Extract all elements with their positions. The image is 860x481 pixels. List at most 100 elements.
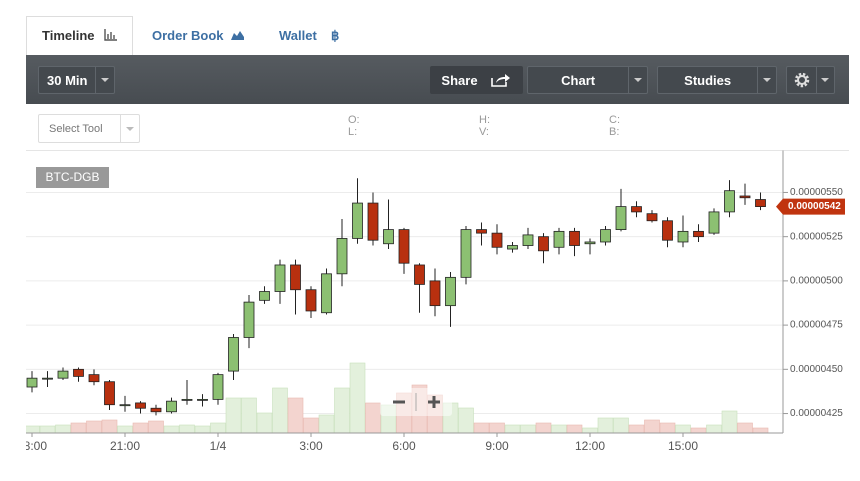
- symbol-badge: [36, 167, 109, 188]
- volume-bar: [535, 422, 552, 434]
- chart-dropdown[interactable]: Chart: [527, 66, 648, 94]
- candle-body: [166, 400, 177, 413]
- volume-bar: [349, 362, 366, 434]
- tab[interactable]: Order Book: [152, 28, 224, 43]
- volume-bar: [504, 424, 521, 434]
- candle-body: [383, 229, 394, 245]
- candle-body: [476, 229, 487, 234]
- candle-body: [73, 368, 84, 377]
- candle-body: [290, 264, 301, 291]
- volume-bar: [272, 387, 288, 434]
- volume-bar: [179, 424, 195, 434]
- tab[interactable]: Timeline: [42, 28, 95, 43]
- x-tick-label: 9:00: [485, 439, 509, 453]
- plot: 18:00 21:00 1/4 3:00 6:00 9:00 12:00 15:00: [17, 178, 783, 453]
- candle-body: [228, 337, 239, 372]
- tool-row: [26, 104, 849, 151]
- select-tool[interactable]: Select Tool: [38, 114, 140, 143]
- candle-body: [553, 230, 565, 248]
- caret: [628, 67, 647, 93]
- share-button[interactable]: Share: [430, 66, 523, 94]
- candle-body: [615, 206, 627, 230]
- candle-body: [259, 291, 270, 301]
- x-tick-label: 1/4: [210, 439, 227, 453]
- field-label: H:: [479, 114, 490, 126]
- candle-body: [429, 280, 441, 307]
- volume-bar: [39, 425, 56, 434]
- volume-bar: [117, 425, 133, 434]
- volume-bar: [163, 425, 180, 434]
- candle-body: [584, 241, 596, 245]
- field-label: O:: [348, 114, 360, 126]
- volume-bar: [628, 424, 645, 434]
- label: Share: [441, 72, 478, 88]
- bar-icon: [104, 29, 117, 41]
- volume-bar: [644, 419, 660, 434]
- symbol: BTC-DGB: [46, 170, 100, 184]
- active-tab[interactable]: [26, 16, 133, 56]
- volume-bar: [101, 419, 118, 434]
- volume-bar: [737, 422, 753, 434]
- volume-bar: [70, 422, 87, 434]
- candle-body: [522, 234, 534, 246]
- volume-bar: [55, 424, 71, 434]
- volume-bar: [489, 422, 505, 434]
- y-tick-label: 0.00000525: [790, 231, 843, 242]
- label: Studies: [684, 72, 732, 88]
- candle-body: [693, 230, 704, 238]
- volume-bar: [458, 407, 474, 434]
- volume-bar: [752, 427, 769, 434]
- candle-body: [569, 230, 580, 246]
- x-tick-label: 18:00: [17, 439, 47, 453]
- label: Select Tool: [49, 122, 103, 135]
- zoom-control[interactable]: [380, 388, 452, 416]
- bitcoin-icon: ฿: [331, 28, 340, 43]
- field-label: B:: [609, 126, 620, 138]
- volume-bar: [597, 417, 614, 434]
- volume-bar: [721, 410, 738, 434]
- field-label: L:: [348, 126, 358, 138]
- candle-body: [724, 190, 735, 213]
- y-tick-label: 0.00000500: [790, 276, 843, 287]
- candle-body: [321, 273, 332, 314]
- volume-bar: [241, 397, 257, 434]
- candle-body: [274, 264, 286, 292]
- gear-icon: [794, 72, 810, 88]
- candle-body: [243, 301, 255, 338]
- candle-body: [507, 245, 518, 250]
- candle-body: [445, 276, 456, 307]
- settings-dropdown[interactable]: [786, 66, 835, 94]
- last-price-tag: [776, 198, 845, 215]
- candle-body: [88, 374, 100, 383]
- x-tick-label: 21:00: [110, 439, 140, 453]
- volume-bar: [365, 402, 381, 434]
- field-label: V:: [479, 126, 489, 138]
- volume-bar: [318, 414, 335, 434]
- share-icon: [490, 74, 510, 87]
- volume-bar: [551, 424, 567, 434]
- candle-body: [739, 195, 751, 199]
- candle-body: [352, 202, 363, 239]
- tab[interactable]: Wallet: [279, 28, 317, 43]
- interval-dropdown[interactable]: 30 Min: [38, 66, 115, 94]
- caret: [120, 115, 139, 142]
- candle-body: [600, 229, 611, 243]
- volume-bar: [520, 424, 536, 434]
- candle-body: [677, 230, 689, 243]
- candle-body: [181, 398, 193, 401]
- area-icon: [231, 31, 244, 40]
- candle-body: [662, 220, 673, 241]
- volume-bar: [303, 417, 319, 434]
- candle-body: [538, 236, 549, 252]
- candle-body: [708, 211, 720, 234]
- y-tick-label: 0.00000475: [790, 320, 843, 331]
- candle-body: [646, 213, 658, 222]
- volume-bar: [287, 397, 304, 434]
- volume-bar: [86, 420, 102, 434]
- candle-body: [119, 404, 131, 407]
- volume-bar: [26, 425, 40, 434]
- volume-bar: [690, 427, 707, 434]
- volume-bar: [659, 422, 676, 434]
- studies-dropdown[interactable]: Studies: [657, 66, 777, 94]
